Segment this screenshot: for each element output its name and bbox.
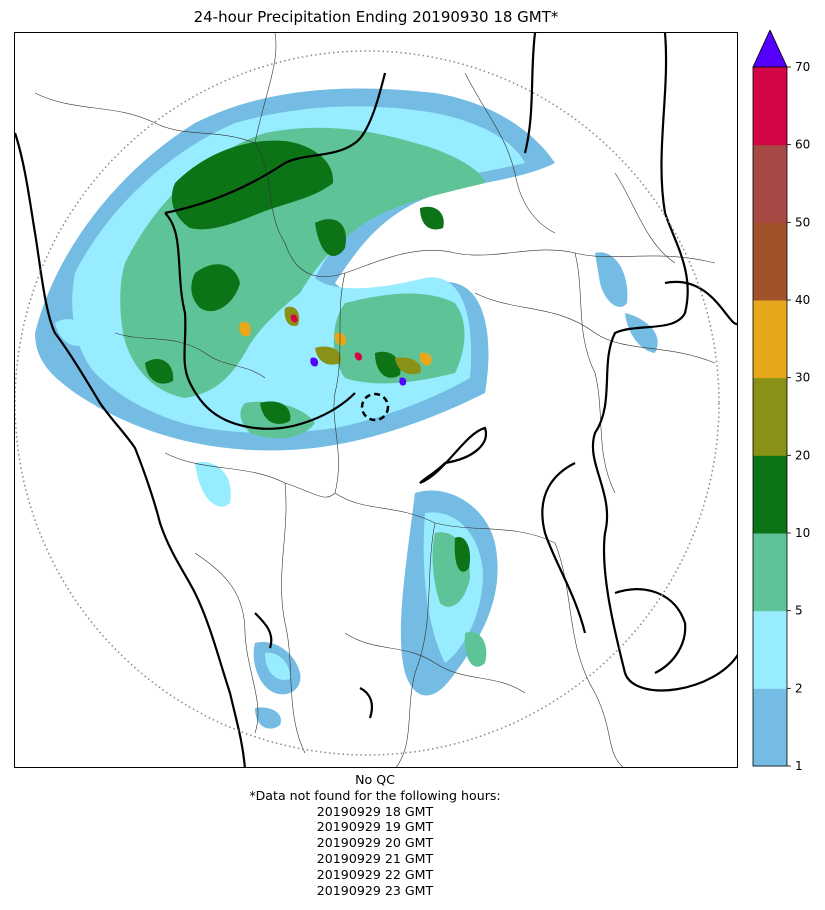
colorbar-tick-label: 10 [795,526,810,540]
colorbar-segment [753,222,787,301]
colorbar-segment [753,377,787,456]
colorbar-frame [752,66,788,767]
colorbar-svg: 1 2 5 10 20 30 40 50 60 70 [752,29,810,773]
qc-note: No QC [355,772,395,787]
colorbar-tick-label: 5 [795,604,803,618]
colorbar-tick-label: 60 [795,138,810,152]
colorbar-tick-label: 40 [795,293,810,307]
colorbar-tick-label: 1 [795,759,803,773]
colorbar-segment [753,533,787,612]
colorbar-tick-label: 30 [795,371,810,385]
colorbar-segment [753,455,787,534]
radar-map[interactable] [14,32,738,768]
map-canvas [15,33,737,767]
colorbar-tick-label: 2 [795,681,803,695]
missing-hour: 20190929 19 GMT [316,819,434,835]
missing-hour: 20190929 22 GMT [316,866,434,882]
radar-site-marker [360,392,390,422]
colorbar: 1 2 5 10 20 30 40 50 60 70 [752,29,822,775]
missing-hour: 20190929 23 GMT [316,882,434,898]
missing-hour: 20190929 18 GMT [316,803,434,819]
colorbar-tick-label: 50 [795,215,810,229]
colorbar-extend-triangle [752,29,788,68]
state-boundaries [15,33,737,767]
colorbar-segment [753,300,787,379]
colorbar-segment [753,144,787,223]
colorbar-segment [753,67,787,146]
colorbar-tick-label: 70 [795,60,810,74]
colorbar-segment [753,610,787,689]
colorbar-segment [753,688,787,767]
map-title: 24-hour Precipitation Ending 20190930 18… [193,8,559,26]
range-ring [15,50,720,756]
precipitation-field [35,88,658,729]
colorbar-tick-label: 20 [795,448,810,462]
district-boundaries [34,33,716,767]
footnotes: No QC *Data not found for the following … [140,772,610,898]
missing-hour: 20190929 20 GMT [316,835,434,851]
missing-hour: 20190929 21 GMT [316,850,434,866]
missing-data-header: *Data not found for the following hours: [249,787,501,803]
